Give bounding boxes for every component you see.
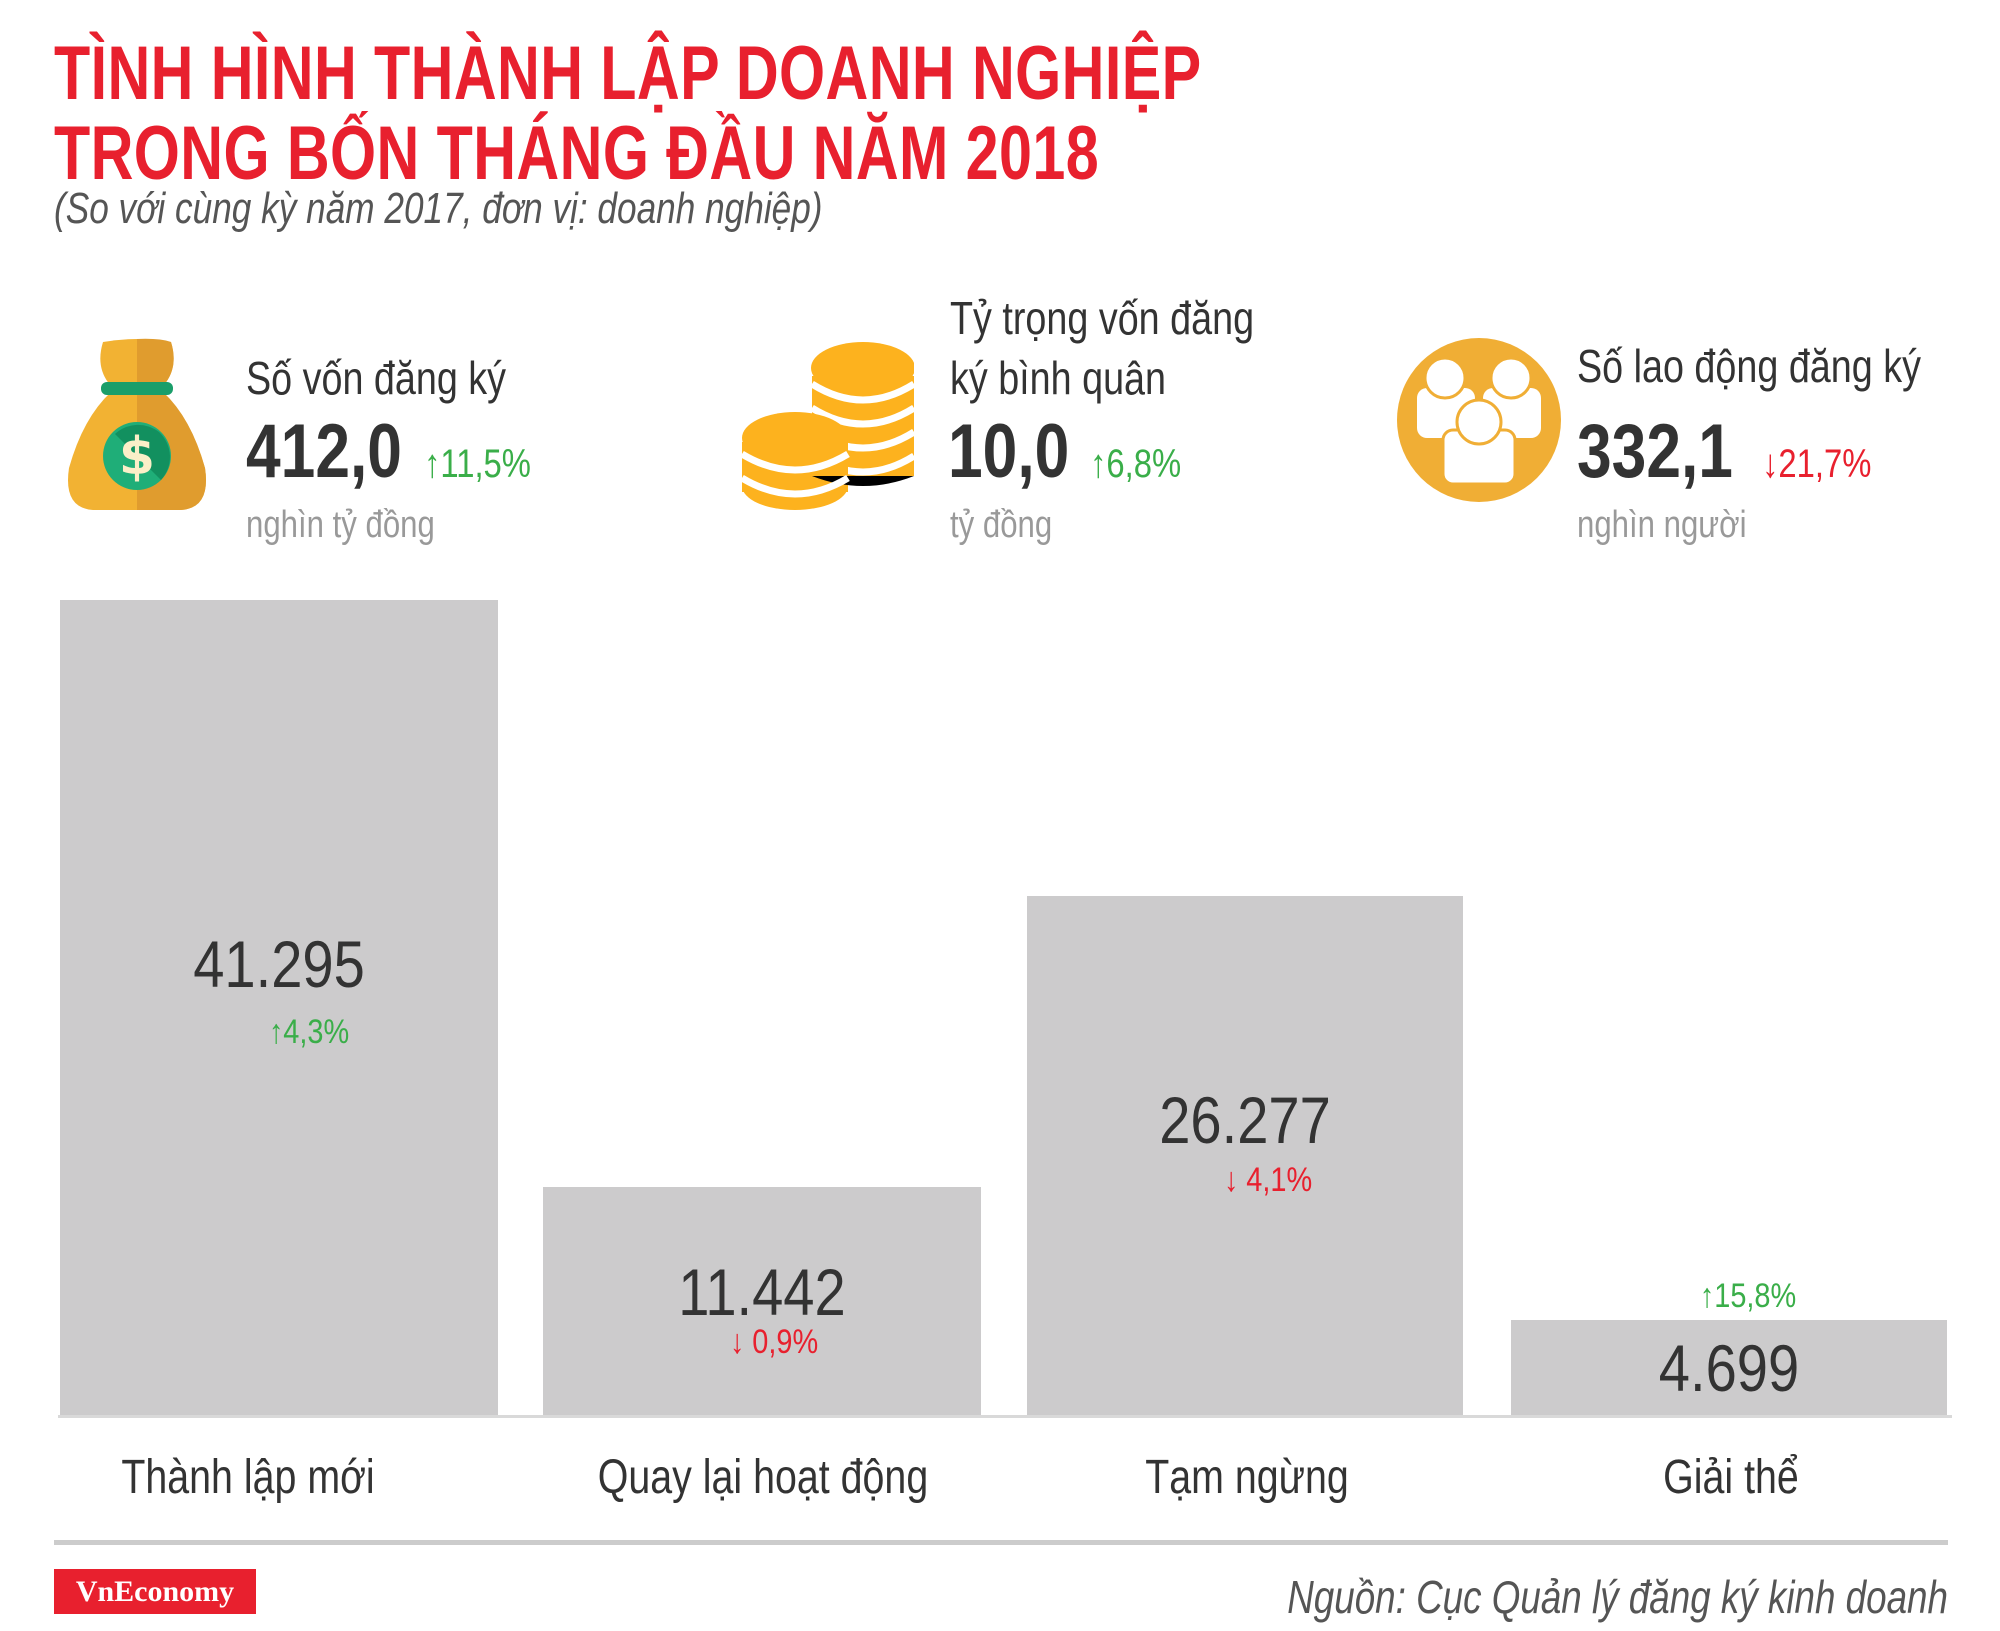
stat-avg-capital-change: ↑6,8% — [1090, 442, 1182, 486]
arrow-up-icon: ↑ — [1090, 442, 1107, 486]
footer-divider — [54, 1540, 1948, 1545]
page-title-line-2: TRONG BỐN THÁNG ĐẦU NĂM 2018 — [54, 111, 1100, 196]
stat-avg-capital-value: 10,0 — [948, 409, 1070, 494]
bar-change-label: ↓ 0,9% — [729, 1323, 819, 1361]
category-label: Quay lại hoạt động — [597, 1451, 929, 1504]
arrow-down-icon: ↓ — [1223, 1161, 1239, 1199]
bar-change-label: ↑15,8% — [1699, 1277, 1797, 1315]
category-label: Thành lập mới — [121, 1451, 375, 1504]
stat-capital-unit: nghìn tỷ đồng — [246, 504, 435, 546]
stat-labor-unit: nghìn người — [1577, 504, 1747, 546]
stat-avg-capital-unit: tỷ đồng — [950, 504, 1053, 546]
bar-change-label: ↓ 4,1% — [1223, 1161, 1313, 1199]
stat-labor-change: ↓21,7% — [1762, 442, 1872, 486]
arrow-down-icon: ↓ — [729, 1323, 745, 1361]
stat-labor-label: Số lao động đăng ký — [1577, 340, 1921, 392]
stat-capital-change: ↑11,5% — [424, 442, 531, 486]
bar-giai-the — [1511, 1320, 1947, 1416]
stat-avg-capital-label-line1: Tỷ trọng vốn đăng — [950, 292, 1255, 344]
arrow-up-icon: ↑ — [1699, 1277, 1715, 1315]
page-subtitle: (So với cùng kỳ năm 2017, đơn vị: doanh … — [54, 184, 823, 233]
stat-capital-label: Số vốn đăng ký — [246, 352, 507, 404]
bar-tam-ngung — [1027, 896, 1463, 1416]
svg-text:$: $ — [119, 427, 155, 487]
money-bag-icon: $ — [63, 338, 211, 513]
page-title-line-1: TÌNH HÌNH THÀNH LẬP DOANH NGHIỆP — [54, 31, 1202, 116]
bar-thanh-lap-moi — [60, 600, 498, 1416]
source-credit: Nguồn: Cục Quản lý đăng ký kinh doanh — [1287, 1571, 1948, 1623]
category-label: Tạm ngừng — [1145, 1451, 1349, 1504]
bar-value-label: 4.699 — [1658, 1331, 1800, 1405]
arrow-up-icon: ↑ — [424, 442, 441, 486]
arrow-up-icon: ↑ — [268, 1013, 284, 1051]
stat-labor-value: 332,1 — [1577, 409, 1733, 494]
bar-quay-lai-hoat-dong — [543, 1187, 981, 1416]
coin-stack-icon — [740, 338, 916, 512]
stat-capital-value: 412,0 — [246, 409, 402, 494]
vneconomy-logo: VnEconomy — [54, 1569, 256, 1614]
bar-change-label: ↑4,3% — [268, 1013, 350, 1051]
bar-value-label: 11.442 — [678, 1255, 846, 1329]
arrow-down-icon: ↓ — [1762, 442, 1779, 486]
people-group-icon — [1397, 338, 1561, 502]
chart-baseline — [58, 1415, 1952, 1418]
category-label: Giải thể — [1663, 1451, 1799, 1504]
bar-value-label: 41.295 — [193, 927, 365, 1001]
stat-avg-capital-label-line2: ký bình quân — [950, 352, 1167, 404]
bar-value-label: 26.277 — [1159, 1083, 1331, 1157]
